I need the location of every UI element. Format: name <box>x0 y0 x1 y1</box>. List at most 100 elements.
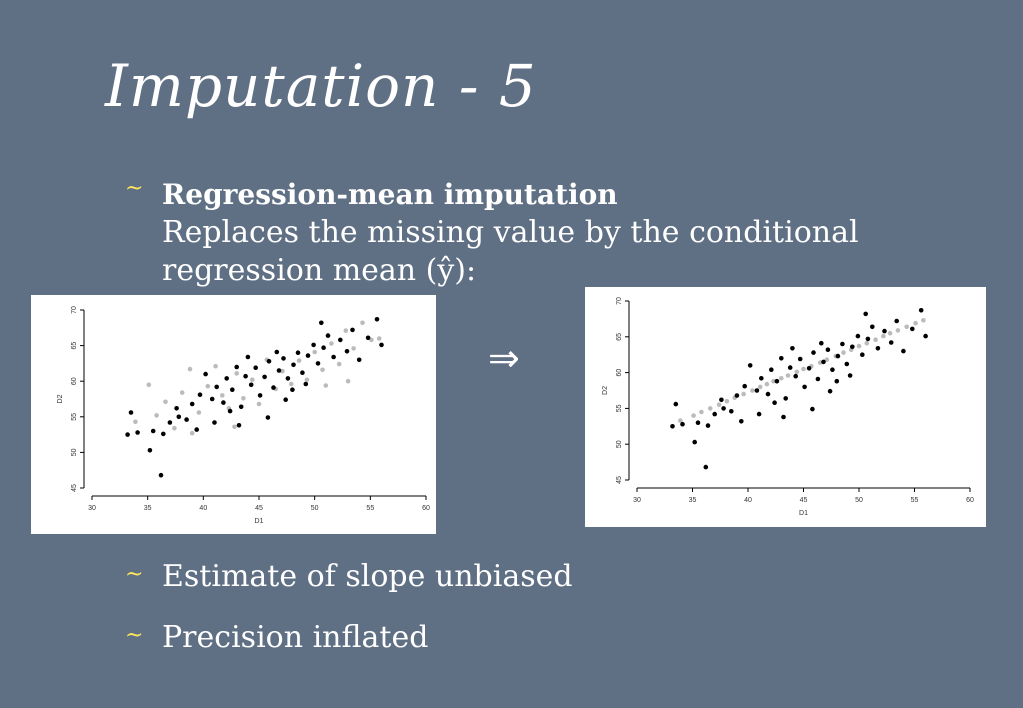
observed-point <box>673 401 679 407</box>
observed-point <box>197 392 203 397</box>
observed-point <box>147 448 153 453</box>
observed-point <box>769 367 774 372</box>
bullet-text: Estimate of slope unbiased <box>162 559 573 594</box>
observed-point <box>793 373 798 379</box>
observed-point <box>350 327 355 333</box>
scatter-plot-after-svg: 30 35 40 45 50 55 60 45 50 55 60 65 70 D1 D2 <box>602 297 974 517</box>
observed-point <box>338 337 343 343</box>
observed-point <box>882 328 887 334</box>
imputed-point <box>708 406 713 411</box>
observed-point <box>830 367 835 372</box>
observed-point <box>262 374 267 380</box>
observed-point <box>344 349 350 354</box>
observed-point <box>331 354 336 360</box>
observed-point <box>189 401 195 407</box>
observed-point <box>923 333 928 339</box>
x-tick-label: 30 <box>88 505 96 512</box>
imputed-point <box>256 401 262 407</box>
observed-point <box>245 354 251 360</box>
y-tick-label: 60 <box>71 377 78 385</box>
observed-point <box>721 406 726 411</box>
observed-point <box>176 414 182 420</box>
imputed-point <box>801 366 806 372</box>
imputed-point <box>757 384 763 390</box>
observed-point <box>863 311 868 317</box>
observed-point <box>125 432 130 437</box>
scatter-plot-before: 30 35 40 45 50 55 60 45 50 55 60 65 70 D1 D2 <box>31 295 436 534</box>
imputed-point <box>234 371 239 376</box>
observed-point <box>888 340 894 345</box>
bullet-marker: ~ <box>125 562 144 587</box>
observed-point <box>300 370 305 375</box>
observed-points <box>670 308 928 470</box>
observed-point <box>128 410 134 415</box>
observed-point <box>194 427 199 432</box>
imputed-point <box>824 357 830 362</box>
imputed-point <box>699 409 704 415</box>
observed-point <box>212 420 217 425</box>
imputed-point <box>146 382 152 388</box>
bullet-body: Regression-mean imputation Replaces the … <box>162 176 859 290</box>
observed-point <box>875 346 881 351</box>
observed-point <box>321 345 326 350</box>
y-tick-label: 45 <box>71 484 78 492</box>
observed-point <box>203 371 208 377</box>
observed-point <box>834 378 840 384</box>
imputed-point <box>154 413 159 418</box>
x-tick-label: 30 <box>633 497 641 504</box>
observed-point <box>779 356 784 361</box>
observed-point <box>835 353 841 359</box>
observed-point <box>274 349 280 355</box>
observed-point <box>257 393 263 398</box>
imputed-point <box>213 363 218 369</box>
imputed-point <box>232 424 237 430</box>
observed-point <box>174 406 179 411</box>
observed-point <box>739 419 744 424</box>
observed-point <box>811 350 816 355</box>
x-tick-label: 50 <box>855 497 863 504</box>
imputed-point <box>913 320 918 326</box>
imputed-point <box>750 388 755 393</box>
y-axis-label: D2 <box>57 394 64 403</box>
bullet-line-2: regression mean (ŷ): <box>162 253 477 288</box>
observed-point <box>276 368 282 373</box>
x-tick-label: 40 <box>199 505 207 512</box>
observed-point <box>705 423 711 428</box>
imputed-point <box>716 402 722 408</box>
observed-point <box>209 396 215 402</box>
y-tick-label: 55 <box>616 404 623 412</box>
bullet-line-1: Replaces the missing value by the condit… <box>162 215 859 250</box>
observed-point <box>271 385 276 390</box>
observed-point <box>135 430 140 435</box>
observed-point <box>759 376 764 381</box>
observed-point <box>311 342 316 348</box>
imputed-point <box>343 328 349 333</box>
observed-points <box>125 317 384 478</box>
observed-point <box>253 365 258 370</box>
observed-point <box>910 326 915 332</box>
imputed-point <box>196 410 202 415</box>
observed-point <box>221 400 226 405</box>
observed-point <box>783 396 788 401</box>
imputed-point <box>220 393 225 398</box>
observed-point <box>692 439 697 445</box>
observed-point <box>850 344 855 350</box>
observed-point <box>810 406 815 412</box>
imputed-point <box>320 367 325 373</box>
x-tick-label: 45 <box>255 505 263 512</box>
bullet-heading: Regression-mean imputation <box>162 178 618 211</box>
observed-point <box>184 417 189 422</box>
imputed-point <box>345 378 351 384</box>
observed-point <box>729 409 734 414</box>
observed-point <box>747 363 753 368</box>
y-tick-label: 65 <box>616 333 623 341</box>
observed-point <box>305 353 311 358</box>
observed-point <box>285 376 291 381</box>
x-tick-label: 60 <box>422 505 430 512</box>
observed-point <box>781 414 786 420</box>
y-tick-label: 50 <box>71 448 78 456</box>
observed-point <box>158 472 164 478</box>
imputed-point <box>678 418 683 423</box>
y-tick-label: 70 <box>616 297 623 305</box>
imputed-point <box>741 391 746 397</box>
